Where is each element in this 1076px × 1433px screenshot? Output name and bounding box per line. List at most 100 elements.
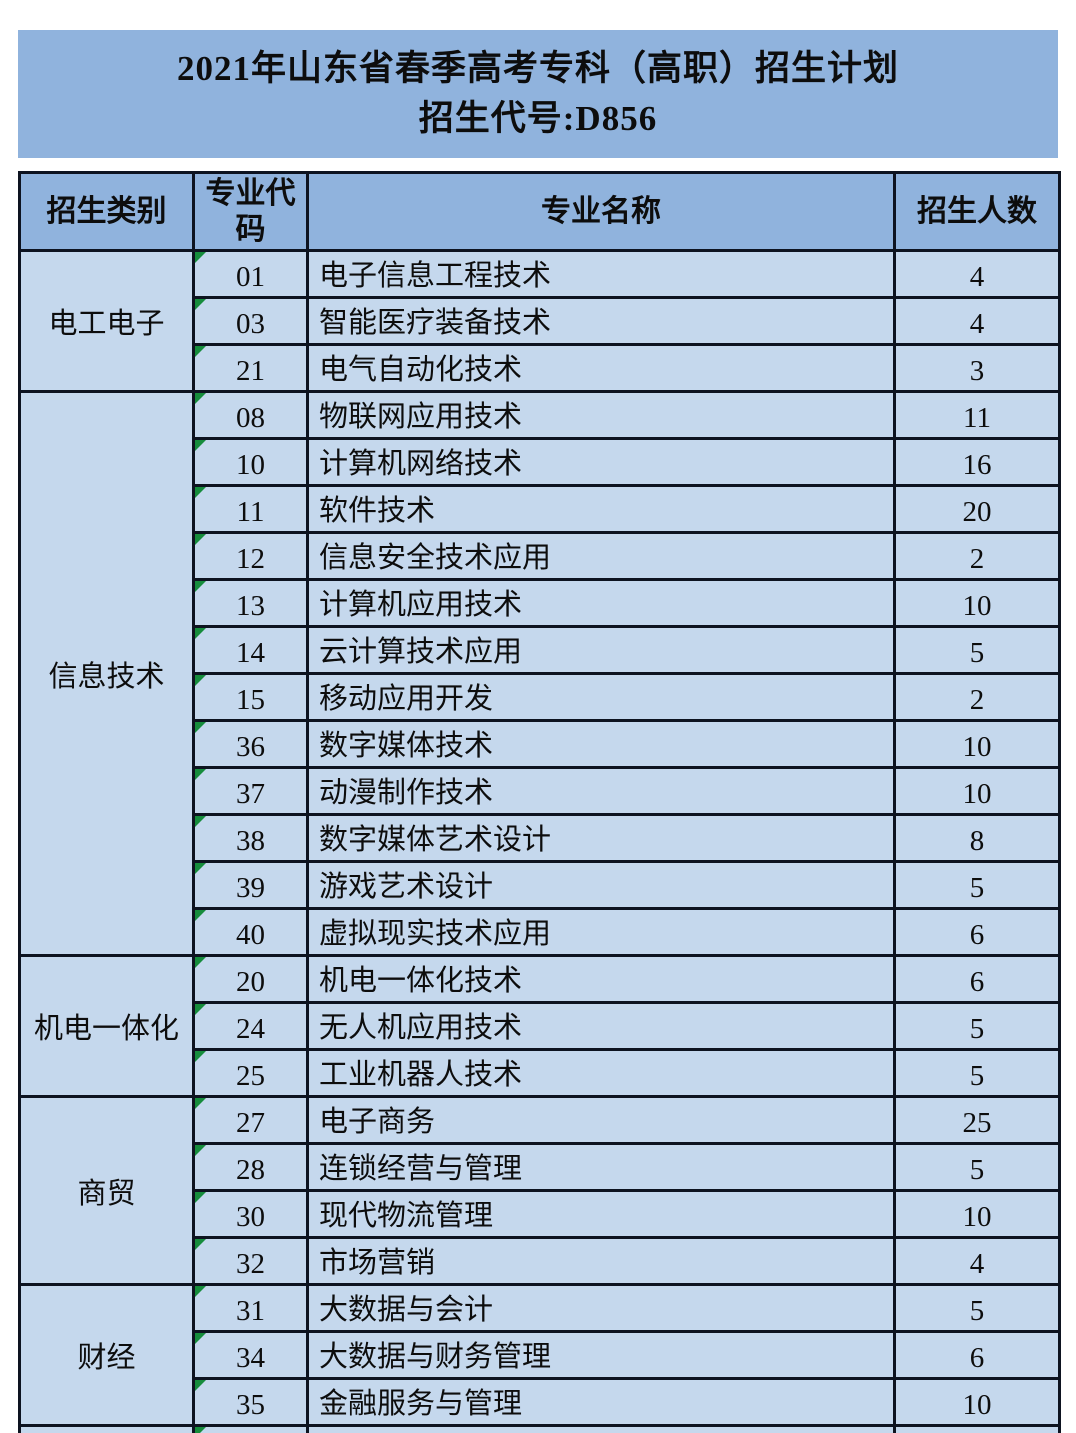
code-cell: 38 (192, 813, 309, 863)
col-header-category: 招生类别 (18, 171, 195, 252)
code-value: 08 (236, 402, 265, 434)
comment-indicator-icon (196, 1052, 206, 1062)
count-cell: 5 (893, 1283, 1061, 1333)
code-value: 25 (236, 1060, 265, 1092)
table-row: 32 市场营销 4 (20, 1236, 1061, 1286)
comment-indicator-icon (196, 1099, 206, 1109)
table-row: 11 软件技术 20 (20, 484, 1061, 534)
code-cell: 32 (192, 1236, 309, 1286)
code-value: 14 (236, 637, 265, 669)
count-cell: 5 (893, 860, 1061, 910)
table-row: 30 现代物流管理 10 (20, 1189, 1061, 1239)
table-row: 36 数字媒体技术 10 (20, 719, 1061, 769)
count-cell: 6 (893, 1330, 1061, 1380)
code-value: 27 (236, 1107, 265, 1139)
comment-indicator-icon (196, 958, 206, 968)
major-name-cell: 机电一体化技术 (306, 954, 896, 1004)
major-name-cell: 虚拟现实技术应用 (306, 907, 896, 957)
major-name-cell: 移动应用开发 (306, 672, 896, 722)
code-cell: 15 (192, 672, 309, 722)
comment-indicator-icon (196, 1287, 206, 1297)
table-row: 机电一体化 20 机电一体化技术 6 (18, 954, 1061, 1098)
major-name-cell: 市场营销 (306, 1236, 896, 1286)
code-value: 12 (236, 543, 265, 575)
major-name-cell: 电子商务 (306, 1095, 896, 1145)
comment-indicator-icon (196, 1381, 206, 1391)
code-value: 38 (236, 825, 265, 857)
code-cell: 28 (192, 1142, 309, 1192)
comment-indicator-icon (196, 723, 206, 733)
code-value: 13 (236, 590, 265, 622)
code-value: 15 (236, 684, 265, 716)
code-value: 32 (236, 1248, 265, 1280)
count-cell: 2 (893, 672, 1061, 722)
code-value: 30 (236, 1201, 265, 1233)
count-cell: 5 (893, 625, 1061, 675)
comment-indicator-icon (196, 629, 206, 639)
table-row: 12 信息安全技术应用 2 (20, 531, 1061, 581)
count-cell: 25 (893, 1095, 1061, 1145)
table-row: 旅游服务 33 会展策划与管理 3 (18, 1424, 1061, 1433)
major-name-cell: 连锁经营与管理 (306, 1142, 896, 1192)
major-name-cell: 动漫制作技术 (306, 766, 896, 816)
major-name-cell: 计算机网络技术 (306, 437, 896, 487)
table-row: 03 智能医疗装备技术 4 (20, 296, 1061, 346)
code-cell: 01 (192, 249, 309, 299)
code-cell: 20 (192, 954, 309, 1004)
comment-indicator-icon (196, 582, 206, 592)
page-title: 2021年山东省春季高考专科（高职）招生计划 (176, 49, 899, 88)
code-cell: 25 (192, 1048, 309, 1098)
table-row: 34 大数据与财务管理 6 (20, 1330, 1061, 1380)
major-name-cell: 数字媒体艺术设计 (306, 813, 896, 863)
count-cell: 5 (893, 1001, 1061, 1051)
comment-indicator-icon (196, 253, 206, 263)
major-name-cell: 大数据与会计 (306, 1283, 896, 1333)
major-name-cell: 工业机器人技术 (306, 1048, 896, 1098)
count-cell: 4 (893, 296, 1061, 346)
col-header-code: 专业代码 (192, 171, 309, 252)
comment-indicator-icon (196, 394, 206, 404)
count-cell: 16 (893, 437, 1061, 487)
comment-indicator-icon (196, 1334, 206, 1344)
table-row: 39 游戏艺术设计 5 (20, 860, 1061, 910)
header-row: 招生类别 专业代码 专业名称 招生人数 (18, 171, 1061, 252)
table-row: 35 金融服务与管理 10 (20, 1377, 1061, 1427)
code-value: 34 (236, 1342, 265, 1374)
table-row: 15 移动应用开发 2 (20, 672, 1061, 722)
code-cell: 12 (192, 531, 309, 581)
col-header-count: 招生人数 (893, 171, 1061, 252)
comment-indicator-icon (196, 1193, 206, 1203)
comment-indicator-icon (196, 300, 206, 310)
code-value: 28 (236, 1154, 265, 1186)
comment-indicator-icon (196, 347, 206, 357)
table-row: 13 计算机应用技术 10 (20, 578, 1061, 628)
code-cell: 11 (192, 484, 309, 534)
major-name-cell: 电气自动化技术 (306, 343, 896, 393)
comment-indicator-icon (196, 676, 206, 686)
count-cell: 10 (893, 1189, 1061, 1239)
major-name-cell: 金融服务与管理 (306, 1377, 896, 1427)
code-value: 03 (236, 308, 265, 340)
count-cell: 4 (893, 249, 1061, 299)
table-row: 商贸 27 电子商务 25 (18, 1095, 1061, 1286)
table-row: 37 动漫制作技术 10 (20, 766, 1061, 816)
category-cell: 电工电子 (18, 249, 195, 393)
count-cell: 10 (893, 1377, 1061, 1427)
code-value: 31 (236, 1295, 265, 1327)
major-name-cell: 物联网应用技术 (306, 390, 896, 440)
table-row: 电工电子 01 电子信息工程技术 4 (18, 249, 1061, 393)
count-cell: 10 (893, 578, 1061, 628)
major-name-cell: 现代物流管理 (306, 1189, 896, 1239)
code-value: 01 (236, 261, 265, 293)
code-value: 35 (236, 1389, 265, 1421)
count-cell: 3 (893, 343, 1061, 393)
code-cell: 30 (192, 1189, 309, 1239)
major-name-cell: 电子信息工程技术 (306, 249, 896, 299)
major-name-cell: 数字媒体技术 (306, 719, 896, 769)
comment-indicator-icon (196, 488, 206, 498)
comment-indicator-icon (196, 1005, 206, 1015)
category-cell: 财经 (18, 1283, 195, 1427)
table-row: 21 电气自动化技术 3 (20, 343, 1061, 393)
code-cell: 36 (192, 719, 309, 769)
code-cell: 40 (192, 907, 309, 957)
